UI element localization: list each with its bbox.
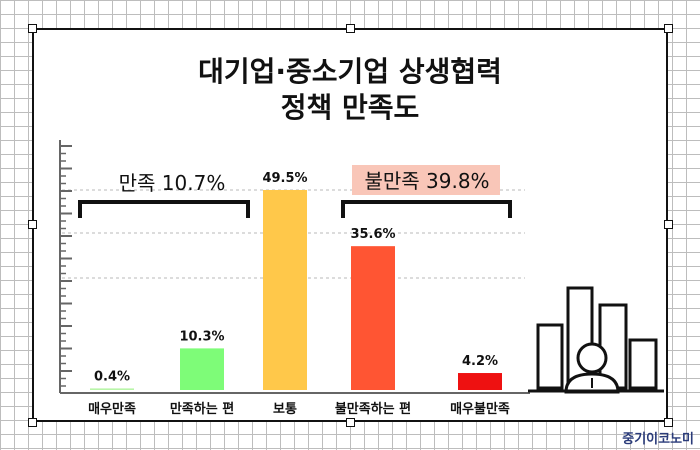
chart-title-line-1: 대기업·중소기업 상생협력 — [198, 55, 502, 88]
category-label: 보통 — [273, 402, 297, 417]
watermark: 중기이코노미 — [622, 432, 694, 447]
resize-handle-bottom-middle[interactable] — [346, 418, 355, 427]
resize-handle-top-left[interactable] — [28, 24, 37, 33]
value-label: 0.4% — [94, 369, 130, 384]
resize-handle-bottom-left[interactable] — [28, 418, 37, 427]
group-label-highlight — [352, 165, 500, 195]
building-right — [628, 338, 658, 390]
bar-2 — [180, 348, 224, 390]
category-label: 매우불만족 — [450, 401, 510, 417]
building-tall — [566, 286, 594, 390]
group-bracket — [78, 200, 250, 218]
value-label: 10.3% — [179, 329, 224, 344]
value-label: 4.2% — [462, 354, 498, 369]
bar-3 — [263, 190, 307, 390]
resize-handle-middle-right[interactable] — [664, 220, 673, 229]
resize-handle-top-middle[interactable] — [346, 24, 355, 33]
resize-handle-top-right[interactable] — [664, 24, 673, 33]
resize-handle-bottom-right[interactable] — [664, 418, 673, 427]
category-label: 만족하는 편 — [170, 401, 234, 417]
group-bracket — [341, 200, 512, 218]
building-illustration — [528, 286, 664, 394]
category-label: 매우만족 — [88, 401, 136, 417]
value-label: 35.6% — [350, 227, 395, 242]
group-brackets: 만족 10.7% 불만족 39.8% — [78, 165, 512, 218]
group-label: 불만족 39.8% — [364, 169, 489, 193]
category-label: 불만족하는 편 — [335, 401, 411, 417]
chart-title: 대기업·중소기업 상생협력 정책 만족도 — [0, 54, 700, 126]
group-label: 만족 10.7% — [119, 171, 226, 195]
bar-5 — [458, 373, 502, 390]
bar-1 — [90, 388, 134, 390]
person-head-icon — [576, 342, 608, 374]
y-axis — [59, 140, 72, 393]
value-label: 49.5% — [262, 171, 307, 186]
bars: 0.4% 매우만족 10.3% 만족하는 편 49.5% 보통 35.6% 불만족하는 편 4.… — [88, 171, 510, 417]
bar-4 — [351, 246, 395, 390]
building-left — [536, 323, 564, 390]
resize-handle-middle-left[interactable] — [28, 220, 37, 229]
chart-title-line-2: 정책 만족도 — [280, 91, 420, 124]
